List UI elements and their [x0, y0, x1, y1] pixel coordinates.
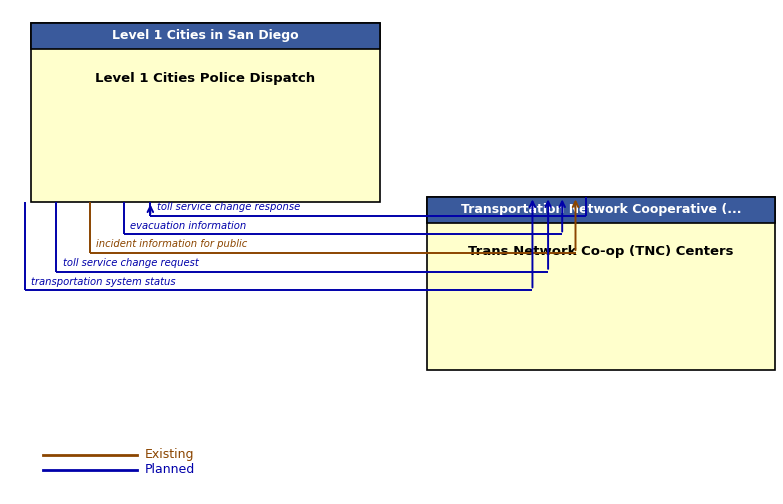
Bar: [427, 197, 775, 370]
Text: evacuation information: evacuation information: [130, 221, 246, 231]
Bar: [31, 23, 380, 202]
Text: Planned: Planned: [145, 463, 195, 476]
Text: incident information for public: incident information for public: [96, 239, 247, 249]
Text: toll service change request: toll service change request: [63, 258, 198, 268]
Text: Existing: Existing: [145, 448, 194, 461]
Text: transportation system status: transportation system status: [31, 277, 176, 287]
Text: Level 1 Cities Police Dispatch: Level 1 Cities Police Dispatch: [96, 72, 316, 85]
Text: toll service change response: toll service change response: [157, 202, 300, 212]
Text: Transportation Network Cooperative (...: Transportation Network Cooperative (...: [460, 203, 742, 216]
Bar: [427, 197, 775, 223]
Bar: [31, 23, 380, 49]
Text: Level 1 Cities in San Diego: Level 1 Cities in San Diego: [112, 29, 299, 42]
Text: Trans Network Co-op (TNC) Centers: Trans Network Co-op (TNC) Centers: [468, 245, 734, 259]
